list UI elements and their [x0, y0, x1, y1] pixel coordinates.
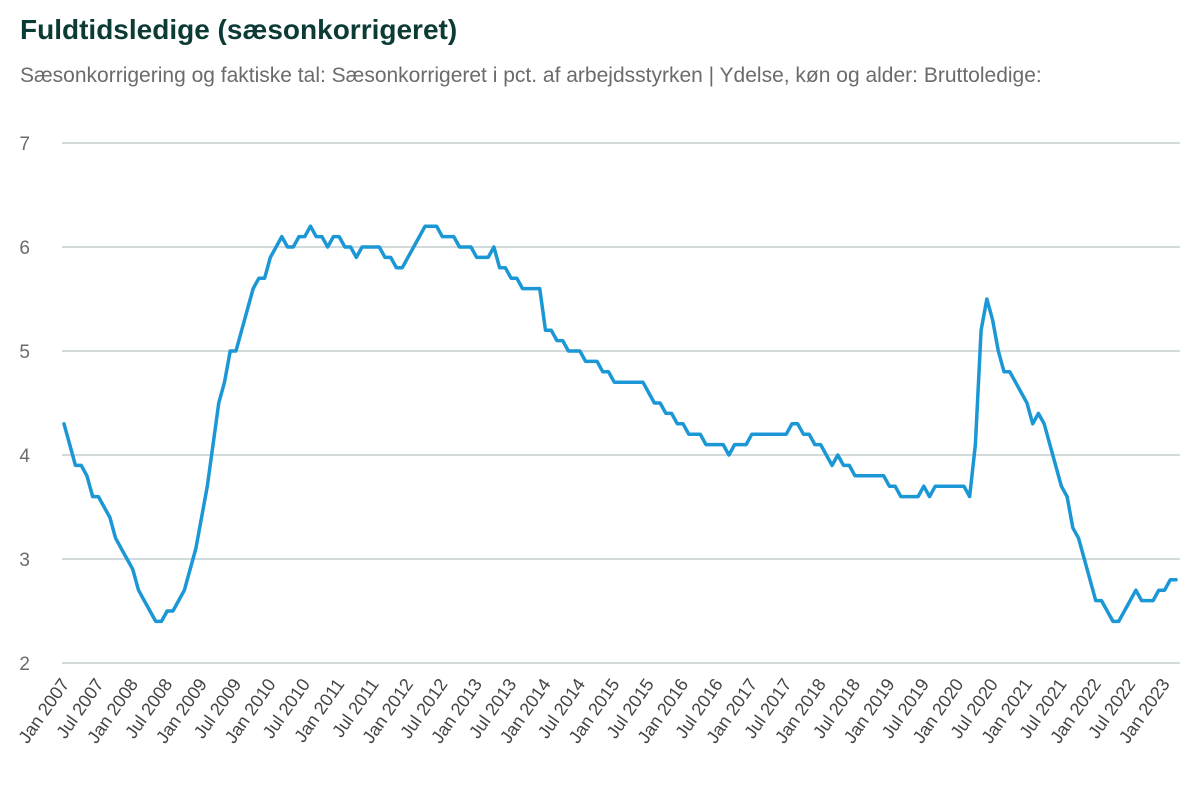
chart-subtitle: Sæsonkorrigering og faktiske tal: Sæsonk…: [20, 64, 1042, 87]
y-tick-label: 5: [19, 342, 30, 363]
y-tick-label: 2: [19, 654, 30, 675]
y-tick-label: 6: [19, 238, 30, 259]
y-tick-label: 7: [19, 134, 30, 155]
y-axis-ticks: 2 3 4 5 6 7: [19, 134, 30, 675]
gridlines: [62, 142, 1180, 664]
chart-title: Fuldtidsledige (sæsonkorrigeret): [20, 14, 458, 45]
series-line: [62, 224, 1178, 624]
y-tick-label: 4: [19, 446, 30, 467]
series-layer: [62, 224, 1178, 624]
y-tick-label: 3: [19, 550, 30, 571]
